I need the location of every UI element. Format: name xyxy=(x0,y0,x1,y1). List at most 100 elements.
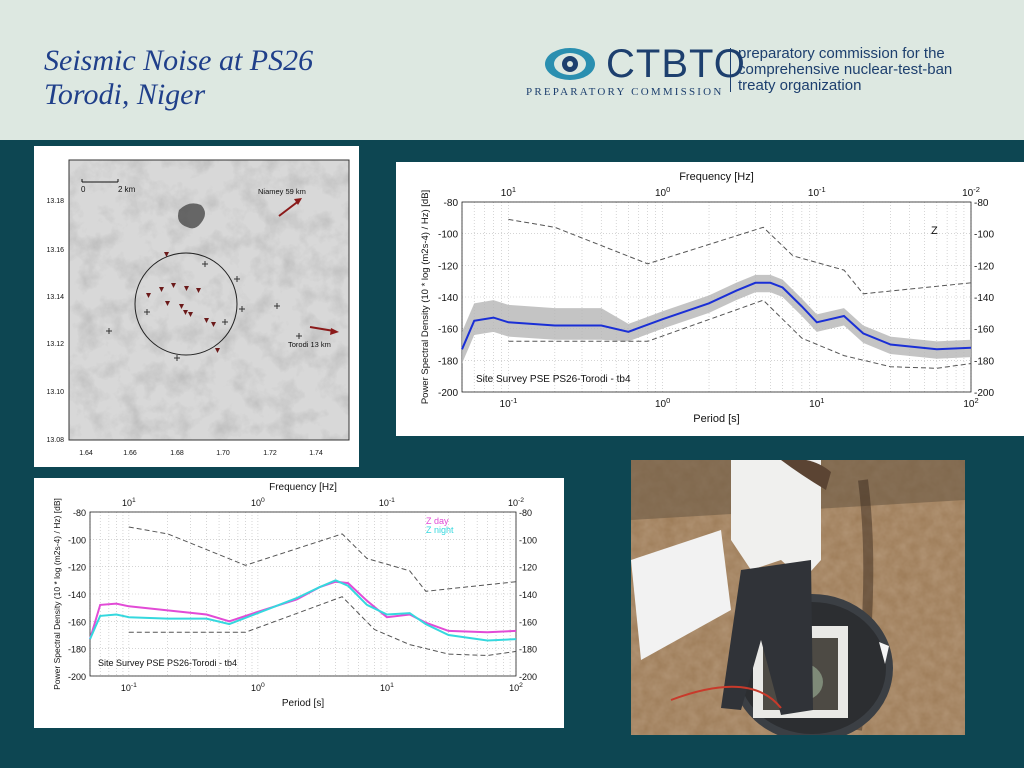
y-tick-label: -100 xyxy=(438,230,458,241)
freq-tick-label: 100 xyxy=(251,497,265,508)
noise-lower-model-line xyxy=(128,596,517,657)
tagline-line-3: treaty organization xyxy=(738,77,862,94)
x-tick-label: 100 xyxy=(655,396,670,410)
frequency-axis-label: Frequency [Hz] xyxy=(269,482,337,493)
lon-tick: 1.74 xyxy=(309,450,323,457)
freq-tick-label: 101 xyxy=(122,497,136,508)
y-tick-label-right: -80 xyxy=(519,508,532,518)
y-tick-label-right: -200 xyxy=(974,388,994,399)
chart-title: Site Survey PSE PS26-Torodi - tb4 xyxy=(476,374,631,385)
y-axis-label: Power Spectral Density (10 * log (m2s-4)… xyxy=(52,498,62,690)
tagline-line-1: preparatory commission for the xyxy=(738,45,945,62)
y-tick-label-right: -140 xyxy=(974,293,994,304)
psd-day-night-chart: -80 -80 -100 -100 -120 -120 -140 -140 -160 -160 -1… xyxy=(34,478,564,728)
lon-tick: 1.66 xyxy=(123,450,137,457)
lon-tick: 1.64 xyxy=(79,450,93,457)
x-tick-label: 102 xyxy=(963,396,978,410)
y-tick-label-right: -200 xyxy=(519,672,537,682)
niamey-label: Niamey 59 km xyxy=(258,187,306,196)
tagline-line-2: comprehensive nuclear-test-ban xyxy=(738,61,953,78)
lat-tick: 13.18 xyxy=(46,198,64,205)
lat-tick: 13.10 xyxy=(46,389,64,396)
y-tick-label-right: -100 xyxy=(974,230,994,241)
noise-upper-model-line xyxy=(128,526,517,592)
lat-ticks: 13.18 13.16 13.14 13.12 13.10 13.08 xyxy=(46,198,64,444)
freq-tick-label: 10-1 xyxy=(808,185,826,199)
x-tick-label: 101 xyxy=(809,396,824,410)
title-line-2: Torodi, Niger xyxy=(44,78,206,111)
logo-divider xyxy=(730,48,731,92)
series-line-1 xyxy=(89,579,517,642)
lon-ticks: 1.64 1.66 1.68 1.70 1.72 1.74 xyxy=(79,450,323,457)
y-tick-label-right: -120 xyxy=(519,563,537,573)
scale-zero: 0 xyxy=(81,185,86,194)
y-tick-label-right: -180 xyxy=(974,356,994,367)
plot-frame xyxy=(89,511,517,677)
y-tick-label: -140 xyxy=(438,293,458,304)
station-markers xyxy=(146,252,220,353)
y-tick-label-right: -80 xyxy=(974,198,989,209)
title-line-1: Seismic Noise at PS26 xyxy=(44,44,314,77)
lon-tick: 1.68 xyxy=(170,450,184,457)
y-tick-label: -100 xyxy=(68,535,86,545)
freq-tick-label: 10-1 xyxy=(379,497,395,508)
scale-label: 2 km xyxy=(118,185,136,194)
y-tick-label: -180 xyxy=(438,356,458,367)
lat-tick: 13.08 xyxy=(46,437,64,444)
y-tick-label: -120 xyxy=(438,261,458,272)
freq-tick-label: 10-2 xyxy=(962,185,980,199)
freq-tick-label: 100 xyxy=(655,185,670,199)
plot-frame xyxy=(461,201,972,393)
x-axis-label: Period [s] xyxy=(693,413,739,425)
frequency-axis-label: Frequency [Hz] xyxy=(679,171,754,183)
eye-logo-icon xyxy=(545,48,595,80)
freq-tick-label: 101 xyxy=(501,185,516,199)
site-photo xyxy=(631,460,965,735)
map-panel: Niamey 59 km Torodi 13 km 0 2 km 13.18 1… xyxy=(34,146,359,467)
median-line xyxy=(461,281,972,351)
y-tick-label: -200 xyxy=(438,388,458,399)
x-tick-label: 10-1 xyxy=(500,396,518,410)
chart-title: Site Survey PSE PS26-Torodi - tb4 xyxy=(98,658,237,668)
cross-markers xyxy=(106,261,302,361)
y-tick-label-right: -120 xyxy=(974,261,994,272)
lat-tick: 13.12 xyxy=(46,341,64,348)
torodi-label: Torodi 13 km xyxy=(288,340,331,349)
logo-name: CTBTO xyxy=(606,42,746,86)
ctbto-logo: CTBTO PREPARATORY COMMISSION preparatory… xyxy=(522,40,1002,104)
site-map: Niamey 59 km Torodi 13 km 0 2 km 13.18 1… xyxy=(34,146,359,467)
psd-chart-panel: -80 -80 -100 -100 -120 -120 -140 -140 -160 -160 -1… xyxy=(396,162,1024,436)
psd-day-night-chart-panel: -80 -80 -100 -100 -120 -120 -140 -140 -160 -160 -1… xyxy=(34,478,564,728)
x-tick-label: 100 xyxy=(251,682,265,693)
torodi-arrow xyxy=(309,326,335,332)
y-tick-label: -160 xyxy=(438,325,458,336)
x-axis-label: Period [s] xyxy=(282,698,324,709)
slide-title: Seismic Noise at PS26 Torodi, Niger xyxy=(44,44,313,112)
y-tick-label-right: -140 xyxy=(519,590,537,600)
y-tick-label: -120 xyxy=(68,563,86,573)
person xyxy=(731,460,821,580)
channel-label: Z xyxy=(931,225,938,237)
y-tick-label: -200 xyxy=(68,672,86,682)
y-tick-label-right: -180 xyxy=(519,645,537,655)
lon-tick: 1.70 xyxy=(216,450,230,457)
psd-chart: -80 -80 -100 -100 -120 -120 -140 -140 -160 -160 -1… xyxy=(396,162,1024,436)
legend-entry: Z night xyxy=(426,525,454,535)
white-board xyxy=(631,530,731,660)
logo-subtitle: PREPARATORY COMMISSION xyxy=(526,86,724,98)
x-tick-label: 10-1 xyxy=(121,682,137,693)
lat-tick: 13.14 xyxy=(46,294,64,301)
lon-tick: 1.72 xyxy=(263,450,277,457)
noise-upper-model-line xyxy=(508,218,972,295)
x-tick-label: 102 xyxy=(509,682,523,693)
y-axis-label: Power Spectral Density (10 * log (m2s-4)… xyxy=(420,190,431,404)
noise-lower-model-line xyxy=(508,299,972,369)
slide-header: Seismic Noise at PS26 Torodi, Niger CTBT… xyxy=(0,0,1024,140)
psd-spread-band xyxy=(462,274,971,364)
x-tick-label: 101 xyxy=(380,682,394,693)
y-tick-label-right: -100 xyxy=(519,535,537,545)
y-tick-label: -180 xyxy=(68,645,86,655)
y-tick-label: -160 xyxy=(68,617,86,627)
legend-entry: Z day xyxy=(426,516,449,526)
y-tick-label-right: -160 xyxy=(974,325,994,336)
